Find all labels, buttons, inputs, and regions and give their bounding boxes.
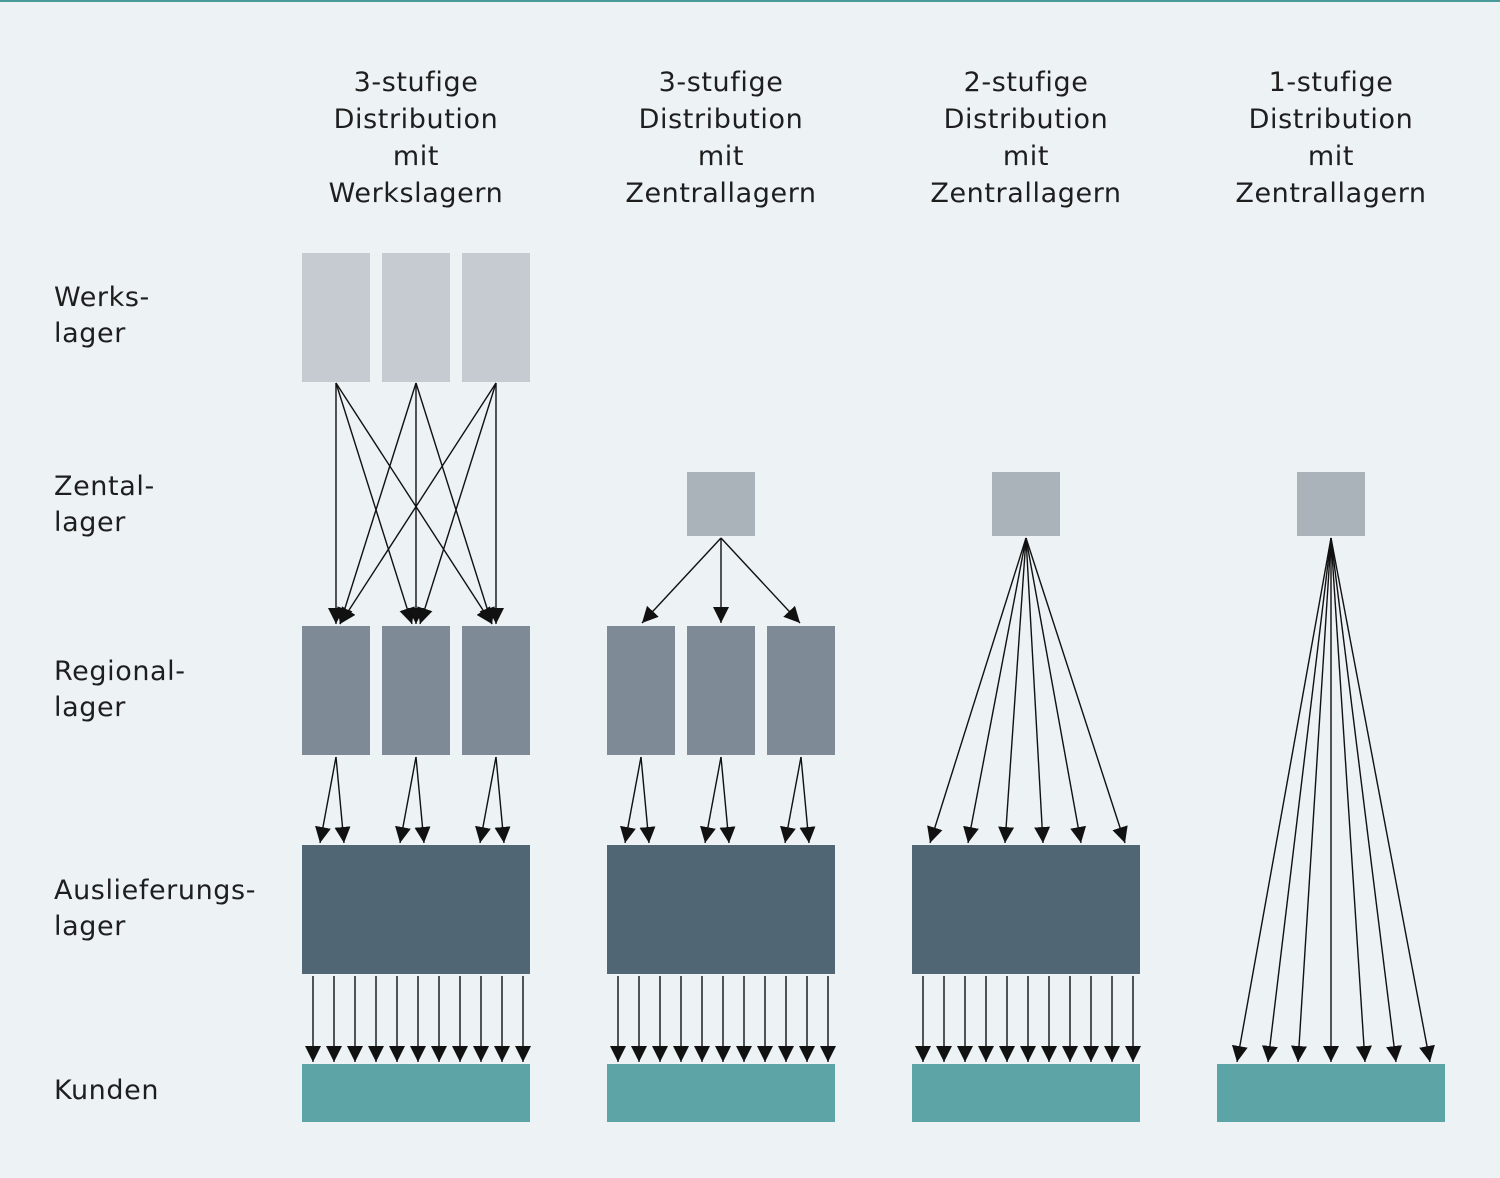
werkslager-block: [302, 253, 370, 382]
flow-arrow: [720, 537, 801, 624]
row-label-kunden: Kunden: [54, 1075, 160, 1106]
column-title-2: 3-stufige Distribution mit Zentrallagern: [625, 67, 817, 209]
kunden-block: [607, 1064, 835, 1122]
regionallager-block: [302, 626, 370, 755]
top-rule: [0, 0, 1500, 2]
flow-arrow: [335, 382, 415, 625]
auslieferungslager-block: [302, 845, 530, 974]
row-label-auslieferungslager: Auslieferungs- lager: [54, 875, 257, 942]
flow-arrow: [475, 756, 497, 844]
flow-arrow: [1291, 537, 1332, 1063]
zentrallager-block: [1297, 472, 1365, 536]
flow-arrow: [417, 382, 497, 625]
row-label-werkslager: Werks- lager: [54, 282, 150, 349]
flow-arrow: [799, 756, 816, 844]
regionallager-block: [607, 626, 675, 755]
column-title-1: 3-stufige Distribution mit Werkslagern: [328, 67, 504, 209]
regionallager-block: [462, 626, 530, 755]
regionallager-block: [687, 626, 755, 755]
flow-arrow: [494, 756, 511, 844]
flow-arrow: [1231, 537, 1332, 1063]
row-label-regionallager: Regional- lager: [54, 656, 186, 723]
flow-arrow: [963, 537, 1027, 844]
flow-arrow: [395, 756, 417, 844]
werkslager-block: [382, 253, 450, 382]
flow-arrow: [639, 756, 656, 844]
flow-arrow: [1261, 537, 1332, 1063]
flow-arrow: [335, 382, 493, 625]
auslieferungslager-block: [912, 845, 1140, 974]
row-label-zentrallager: Zental- lager: [54, 471, 155, 538]
flow-arrow: [719, 756, 736, 844]
flow-arrow: [620, 756, 642, 844]
kunden-block: [1217, 1064, 1445, 1122]
column-title-3: 2-stufige Distribution mit Zentrallagern: [930, 67, 1122, 209]
flow-arrow: [1025, 537, 1087, 844]
flow-arrow: [334, 756, 351, 844]
flow-arrow: [1025, 537, 1051, 844]
regionallager-block: [382, 626, 450, 755]
kunden-block: [912, 1064, 1140, 1122]
column-title-4: 1-stufige Distribution mit Zentrallagern: [1235, 67, 1427, 209]
flow-arrow: [780, 756, 802, 844]
flow-arrow: [1025, 537, 1128, 844]
auslieferungslager-block: [607, 845, 835, 974]
flow-arrow: [337, 382, 417, 625]
flow-arrow: [998, 537, 1027, 844]
flow-arrow: [415, 382, 495, 625]
flow-arrow: [339, 382, 497, 625]
regionallager-block: [767, 626, 835, 755]
flow-arrow: [315, 756, 337, 844]
flow-arrow: [1330, 537, 1402, 1063]
werkslager-block: [462, 253, 530, 382]
kunden-block: [302, 1064, 530, 1122]
flow-arrow: [641, 537, 722, 624]
flow-arrow: [414, 756, 431, 844]
flow-arrow: [700, 756, 722, 844]
zentrallager-block: [992, 472, 1060, 536]
zentrallager-block: [687, 472, 755, 536]
flow-arrow: [927, 537, 1027, 844]
flow-arrow: [1330, 537, 1435, 1063]
flow-arrow: [1330, 537, 1372, 1063]
